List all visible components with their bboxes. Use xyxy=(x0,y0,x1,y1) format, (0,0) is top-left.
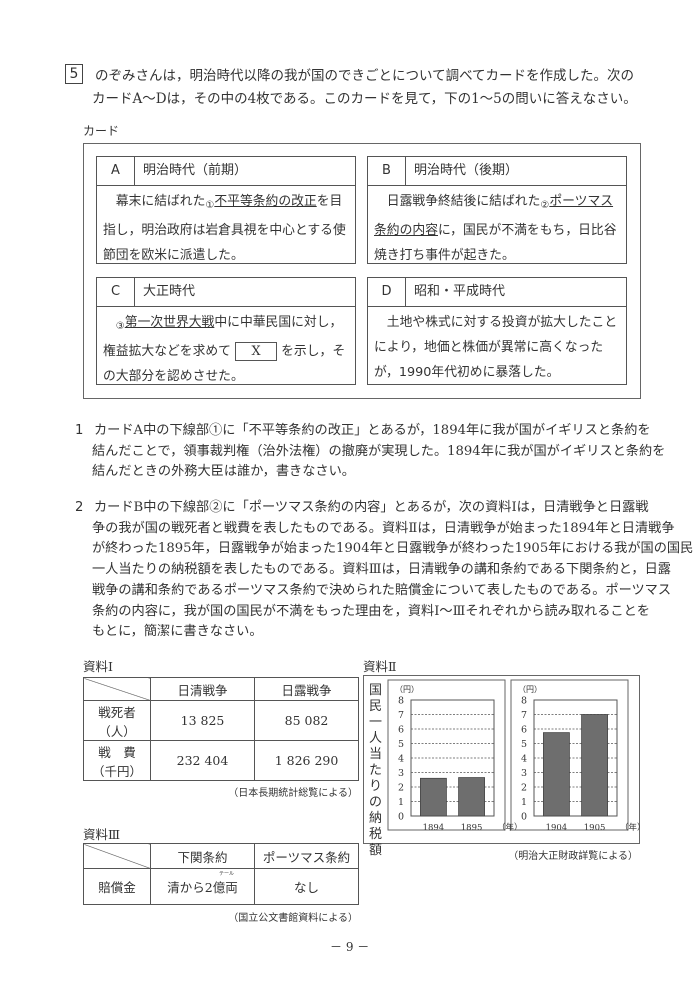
x-unit-label: （年） xyxy=(497,822,523,833)
material2-frame xyxy=(363,675,640,844)
question-number: 5 xyxy=(65,64,83,84)
x-tick-label: 1894 xyxy=(423,823,445,833)
y-tick-label: 8 xyxy=(398,696,404,707)
x-tick-label: 1905 xyxy=(584,823,606,833)
y-tick-label: 7 xyxy=(521,710,527,721)
y-tick-label: 5 xyxy=(398,739,404,750)
y-tick-label: 4 xyxy=(521,754,527,765)
y-tick-label: 2 xyxy=(398,783,404,794)
card-period: 大正時代 xyxy=(143,284,196,299)
chart-ylabel: 国民一人当たりの納税額 xyxy=(369,683,383,858)
bar xyxy=(420,777,447,817)
q1-text: カードA中の下線部①に「不平等条約の改正」とあるが，1894年に我が国がイギリス… xyxy=(92,423,666,480)
material1-label: 資料Ⅰ xyxy=(83,659,113,674)
intro-line-1: のぞみさんは，明治時代以降の我が国のできごとについて調べてカードを作成した。次の xyxy=(95,68,635,84)
y-tick-label: 3 xyxy=(398,768,404,779)
q1-number: 1 xyxy=(75,423,84,438)
card-period: 明治時代（後期） xyxy=(414,163,519,178)
y-unit-label: （円） xyxy=(518,685,542,694)
y-tick-label: 3 xyxy=(521,768,527,779)
chart-panel-frame xyxy=(510,679,629,831)
card-period: 明治時代（前期） xyxy=(143,163,248,178)
blank-x: X xyxy=(235,342,278,361)
card-letter: D xyxy=(368,278,406,306)
x-tick-label: 1895 xyxy=(461,823,483,833)
y-tick-label: 5 xyxy=(521,739,527,750)
q2-text: カードB中の下線部②に「ポーツマス条約の内容」とあるが，次の資料Ⅰは，日清戦争と… xyxy=(92,500,694,640)
card-a: A 明治時代（前期） 幕末に結ばれた①不平等条約の改正を目指し，明治政府は岩倉具視… xyxy=(96,156,356,264)
card-body: ③第一次世界大戦中に中華民国に対し，権益拡大などを求めて X を示し，その大部分… xyxy=(103,315,346,384)
material1-table: 日清戦争 日露戦争 戦死者 （人） 13 825 85 082 戦 費（千円） 232 4… xyxy=(83,677,359,781)
x-tick-label: 1904 xyxy=(546,823,568,833)
y-tick-label: 7 xyxy=(398,710,404,721)
card-letter: C xyxy=(97,278,135,306)
card-c: C 大正時代 ③第一次世界大戦中に中華民国に対し，権益拡大などを求めて X を示し… xyxy=(96,277,356,385)
card-body: 幕末に結ばれた①不平等条約の改正を目指し，明治政府は岩倉具視を中心とする使節団を… xyxy=(103,194,346,263)
y-tick-label: 6 xyxy=(398,725,404,736)
y-tick-label: 4 xyxy=(398,754,404,765)
card-b: B 明治時代（後期） 日露戦争終結後に結ばれた②ポーツマス条約の内容に，国民が不満… xyxy=(367,156,627,264)
material1-source: （日本長期統計総覧による） xyxy=(228,788,358,799)
y-tick-label: 1 xyxy=(521,797,527,808)
y-tick-label: 8 xyxy=(521,696,527,707)
intro-line-2: カードA～Dは，その中の4枚である。このカードを見て，下の1～5の問いに答えなさ… xyxy=(92,91,637,107)
y-tick-label: 0 xyxy=(521,812,527,823)
material3-label: 資料Ⅲ xyxy=(83,827,121,842)
y-tick-label: 2 xyxy=(521,783,527,794)
card-body: 日露戦争終結後に結ばれた②ポーツマス条約の内容に，国民が不満をもち，日比谷焼き打… xyxy=(374,194,617,263)
cards-frame xyxy=(83,143,641,399)
underline-1: 不平等条約の改正 xyxy=(214,194,317,209)
underline-2: ポーツマス条約の内容 xyxy=(374,194,614,238)
material2-source: （明治大正財政詳覧による） xyxy=(508,851,638,862)
page-number: － 9 － xyxy=(330,940,370,954)
cards-label: カード xyxy=(83,124,120,138)
card-period: 昭和・平成時代 xyxy=(414,284,506,299)
card-letter: B xyxy=(368,157,406,185)
underline-3: 第一次世界大戦 xyxy=(124,315,215,330)
bar xyxy=(458,777,485,817)
y-tick-label: 6 xyxy=(521,725,527,736)
card-body: 土地や株式に対する投資が拡大したことにより，地価と株価が異常に高くなったが，19… xyxy=(374,315,618,380)
chart-panel-frame xyxy=(387,679,506,831)
bar xyxy=(581,714,608,817)
material3-table: 下関条約 ポーツマス条約 賠償金 清から2億両 テール なし xyxy=(83,843,359,905)
x-unit-label: （年） xyxy=(620,822,646,833)
y-tick-label: 0 xyxy=(398,812,404,823)
y-tick-label: 1 xyxy=(398,797,404,808)
y-unit-label: （円） xyxy=(395,685,419,694)
card-letter: A xyxy=(97,157,135,185)
card-d: D 昭和・平成時代 土地や株式に対する投資が拡大したことにより，地価と株価が異常に… xyxy=(367,277,627,385)
bar xyxy=(543,732,570,817)
material3-source: （国立公文書館資料による） xyxy=(228,913,358,924)
material2-label: 資料Ⅱ xyxy=(363,659,397,674)
q2-number: 2 xyxy=(75,500,84,515)
